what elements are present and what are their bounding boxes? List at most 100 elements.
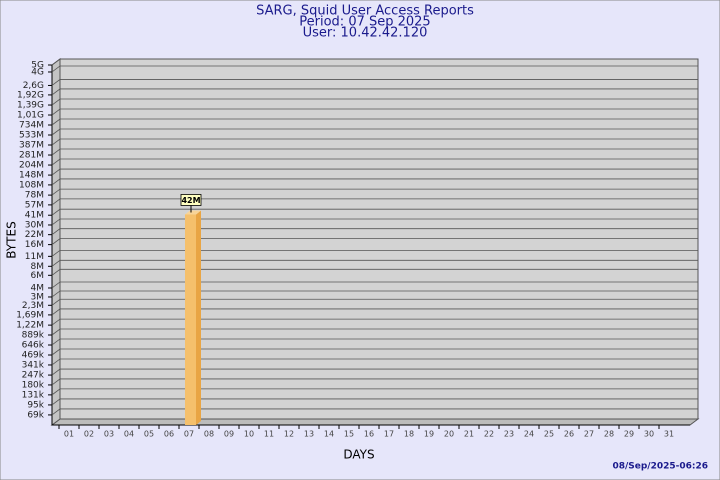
grid-line: [51, 398, 698, 406]
y-axis-label: BYTES: [5, 221, 19, 258]
x-tick-label: 15: [344, 430, 354, 439]
grid-line: [51, 148, 698, 156]
y-tick-label: 734M: [19, 120, 44, 130]
grid-line: [51, 65, 698, 73]
y-tick-label: 180k: [22, 380, 45, 390]
y-tick-label: 1,92G: [17, 90, 44, 100]
grid-line: [51, 348, 698, 356]
y-tick-label: 341k: [22, 360, 45, 370]
grid-line: [51, 328, 698, 336]
bar: [185, 214, 196, 425]
grid-line: [51, 338, 698, 346]
grid-line: [51, 108, 698, 116]
x-tick-label: 20: [444, 430, 454, 439]
y-tick-label: 148M: [19, 171, 44, 181]
grid-line: [51, 308, 698, 316]
x-tick-label: 05: [144, 430, 154, 439]
y-tick-label: 8M: [31, 262, 45, 272]
y-tick-label: 204M: [19, 161, 44, 171]
grid-line: [51, 408, 698, 416]
x-tick-label: 09: [224, 430, 234, 439]
value-label: 42M: [181, 196, 200, 205]
grid-line: [51, 58, 698, 66]
y-tick-label: 95k: [27, 400, 44, 410]
grid-line: [51, 228, 698, 235]
y-tick-label: 108M: [19, 180, 44, 190]
x-tick-label: 06: [164, 430, 174, 439]
y-tick-label: 889k: [22, 331, 45, 341]
y-tick-label: 22M: [25, 230, 44, 240]
x-tick-label: 13: [304, 430, 314, 439]
grid-line: [51, 218, 698, 226]
grid-line: [51, 118, 698, 126]
x-tick-label: 01: [64, 430, 74, 439]
x-tick-label: 22: [484, 430, 494, 439]
y-tick-label: 387M: [19, 141, 44, 151]
y-tick-label: 6M: [31, 271, 45, 281]
y-tick-label: 4M: [31, 283, 45, 293]
grid-line: [51, 281, 698, 289]
floor: [50, 418, 700, 426]
bar-top: [185, 210, 201, 215]
x-tick-label: 16: [364, 430, 374, 439]
title-line: SARG, Squid User Access Reports: [256, 4, 474, 19]
y-tick-label: 2,6G: [23, 81, 44, 91]
x-tick-label: 03: [104, 430, 114, 439]
y-tick-label: 30M: [25, 220, 44, 230]
x-tick-label: 23: [504, 430, 514, 439]
grid-line: [51, 98, 698, 106]
x-tick-label: 28: [604, 430, 614, 439]
y-tick-label: 281M: [19, 151, 44, 161]
grid-line: [51, 188, 698, 196]
x-tick-label: 29: [624, 430, 634, 439]
grid-line: [51, 88, 698, 96]
y-tick-label: 69k: [27, 410, 44, 420]
x-tick-label: 25: [544, 430, 554, 439]
y-tick-label: 533M: [19, 131, 44, 141]
grid-line: [51, 128, 698, 136]
x-tick-label: 26: [564, 430, 574, 439]
y-tick-label: 5G: [31, 61, 44, 71]
footer-date: 08/Sep/2025-06:26: [612, 462, 708, 472]
y-tick-label: 4G: [31, 67, 44, 77]
grid-line: [51, 378, 698, 386]
grid-line: [51, 178, 698, 186]
y-tick-label: 469k: [22, 351, 45, 361]
grid-line: [51, 208, 698, 216]
x-tick-label: 31: [664, 430, 674, 439]
bar-side: [196, 210, 201, 425]
x-tick-label: 24: [524, 430, 534, 439]
grid-line: [51, 79, 698, 86]
grid-line: [51, 318, 698, 326]
y-tick-label: 131k: [22, 390, 45, 400]
grid-line: [51, 298, 698, 306]
x-tick-label: 21: [464, 430, 474, 439]
grid-line: [51, 259, 698, 267]
y-tick-label: 1,69M: [16, 310, 44, 320]
title-line: User: 10.42.42.120: [303, 26, 428, 41]
grid-line: [51, 168, 698, 176]
x-tick-label: 07: [184, 430, 194, 439]
x-tick-label: 11: [264, 430, 274, 439]
x-tick-label: 18: [404, 430, 414, 439]
y-tick-label: 646k: [22, 340, 45, 350]
grid-line: [51, 198, 698, 206]
y-tick-label: 16M: [25, 240, 44, 250]
grid-line: [51, 358, 698, 366]
y-tick-label: 41M: [25, 211, 44, 221]
x-tick-label: 04: [124, 430, 134, 439]
grid-line: [51, 368, 698, 376]
label-box: [180, 194, 202, 206]
x-tick-label: 30: [644, 430, 654, 439]
grid-line: [51, 158, 698, 166]
grid-line: [51, 249, 698, 257]
grid-line: [51, 138, 698, 146]
y-tick-label: 1,01G: [17, 111, 44, 121]
x-tick-label: 02: [84, 430, 94, 439]
y-tick-label: 1,39G: [17, 101, 44, 111]
x-tick-label: 12: [284, 430, 294, 439]
x-tick-label: 27: [584, 430, 594, 439]
title-line: Period: 07 Sep 2025: [299, 15, 430, 30]
x-axis-label: DAYS: [343, 448, 374, 462]
y-tick-label: 57M: [25, 200, 44, 210]
